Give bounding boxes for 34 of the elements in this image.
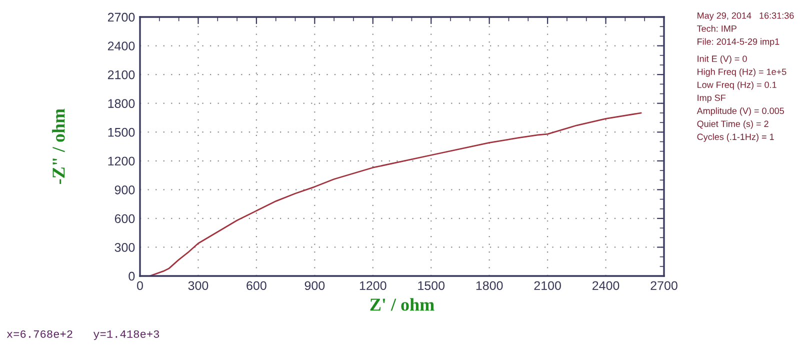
y-tick-label: 300 bbox=[114, 243, 135, 252]
y-axis-title: -Z" / ohm bbox=[52, 108, 65, 184]
x-tick-label: 1800 bbox=[476, 281, 503, 290]
x-axis-title: Z' / ohm bbox=[370, 298, 434, 311]
text: High Freq (Hz) = 1e+5 bbox=[698, 68, 786, 77]
y-tick-label: 2100 bbox=[108, 70, 135, 80]
text: x=6.768e+2 y=1.418e+3 bbox=[6, 330, 160, 340]
y-tick-label: 900 bbox=[114, 185, 135, 194]
y-tick-label: 2700 bbox=[108, 12, 135, 22]
y-tick-label: 1800 bbox=[108, 99, 135, 108]
x-tick-label: 600 bbox=[246, 281, 266, 290]
x-tick-label: 1500 bbox=[418, 281, 445, 290]
x-tick-label: 1200 bbox=[360, 281, 386, 290]
text: File: 2014-5-29 imp1 bbox=[698, 38, 780, 47]
x-tick-label: 2400 bbox=[592, 281, 620, 290]
text: Cycles (.1-1Hz) = 1 bbox=[697, 133, 774, 142]
y-tick-label: 2400 bbox=[108, 42, 135, 50]
text: Quiet Time (s) = 2 bbox=[697, 120, 768, 129]
text: Amplitude (V) = 0.005 bbox=[696, 107, 784, 116]
text: Imp SF bbox=[698, 94, 726, 103]
line-series bbox=[149, 112, 642, 276]
text: May 29, 2014 16:31:36 bbox=[698, 12, 794, 21]
x-tick-label: 2700 bbox=[650, 281, 678, 290]
x-tick-label: 900 bbox=[304, 281, 325, 290]
text: Init E (V) = 0 bbox=[698, 55, 747, 64]
y-tick-label: 1500 bbox=[108, 128, 135, 137]
y-tick-label: 600 bbox=[114, 214, 135, 224]
x-tick-label: 300 bbox=[188, 281, 208, 290]
x-tick-label: 0 bbox=[137, 281, 143, 290]
text: Tech: IMP bbox=[697, 25, 736, 32]
y-tick-label: 1200 bbox=[108, 156, 135, 166]
text: Low Freq (Hz) = 0.1 bbox=[698, 81, 776, 90]
x-tick-label: 2100 bbox=[534, 281, 561, 290]
y-tick-label: 0 bbox=[128, 272, 135, 281]
